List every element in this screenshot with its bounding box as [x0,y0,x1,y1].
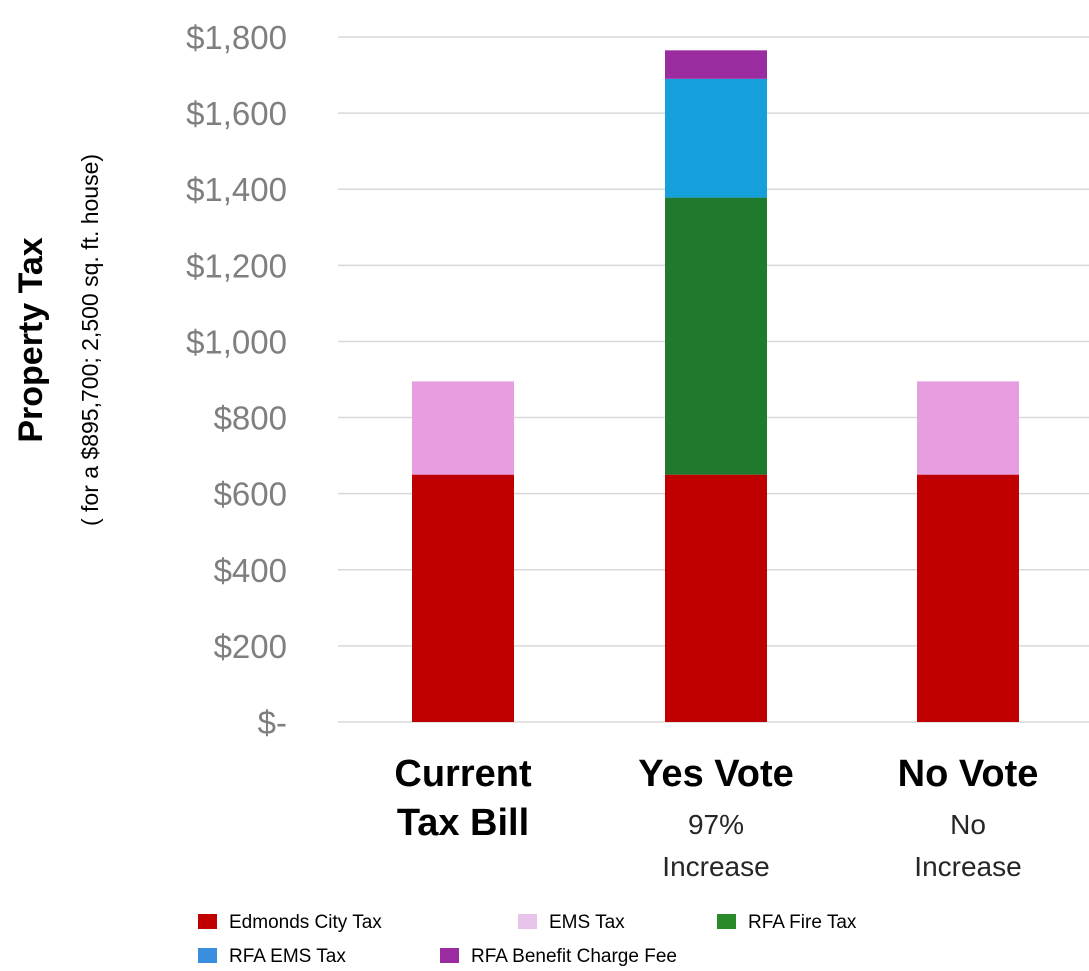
category-sublabel: 97% [688,809,744,840]
y-tick-label: $200 [214,628,287,665]
y-tick-label: $- [258,704,287,741]
bar-segment-edmonds-city-tax [917,474,1019,722]
y-tick-label: $1,200 [186,247,287,284]
bar-segment-rfa-benefit-charge-fee [665,50,767,79]
legend: Edmonds City Tax EMS Tax RFA Fire Tax RFA E… [198,912,857,967]
legend-swatch-rfa-fire-tax [717,914,736,929]
category-sublabel: No [950,809,986,840]
y-tick-label: $1,600 [186,95,287,132]
category-sublabel: Increase [914,851,1021,882]
legend-label-rfa-fire-tax: RFA Fire Tax [748,912,857,933]
category-label: No Vote [898,753,1039,795]
legend-swatch-rfa-ems-tax [198,948,217,963]
y-axis-label: Property Tax [12,237,50,442]
legend-swatch-edmonds-city-tax [198,914,217,929]
legend-swatch-ems-tax [518,914,537,929]
category-label: Yes Vote [638,753,794,795]
category-label: Tax Bill [397,802,529,844]
bar-segment-edmonds-city-tax [665,474,767,722]
y-tick-label: $1,800 [186,19,287,56]
bar-segment-ems-tax [412,381,514,475]
category-label: Current [394,753,532,795]
bar-segment-rfa-ems-tax [665,78,767,198]
category-labels: Current Tax Bill Yes Vote 97% Increase No Vot… [394,753,1038,882]
category-sublabel: Increase [662,851,769,882]
bar-segment-rfa-fire-tax [665,197,767,475]
legend-label-rfa-benefit-charge-fee: RFA Benefit Charge Fee [471,946,677,967]
legend-label-rfa-ems-tax: RFA EMS Tax [229,946,346,967]
legend-label-ems-tax: EMS Tax [549,912,625,933]
y-tick-label: $1,400 [186,171,287,208]
y-tick-labels: $- $200 $400 $600 $800 $1,000 $1,200 $1,400 $1,6… [186,19,287,741]
legend-swatch-rfa-benefit-charge-fee [440,948,459,963]
y-tick-label: $1,000 [186,323,287,360]
y-tick-label: $600 [214,476,287,513]
bar-segment-edmonds-city-tax [412,474,514,722]
y-axis-sublabel: ( for a $895,700; 2,500 sq. ft. house) [77,154,103,526]
y-tick-label: $400 [214,552,287,589]
bars [412,50,1019,722]
legend-label-edmonds-city-tax: Edmonds City Tax [229,912,382,933]
y-tick-label: $800 [214,400,287,437]
bar-segment-ems-tax [917,381,1019,475]
